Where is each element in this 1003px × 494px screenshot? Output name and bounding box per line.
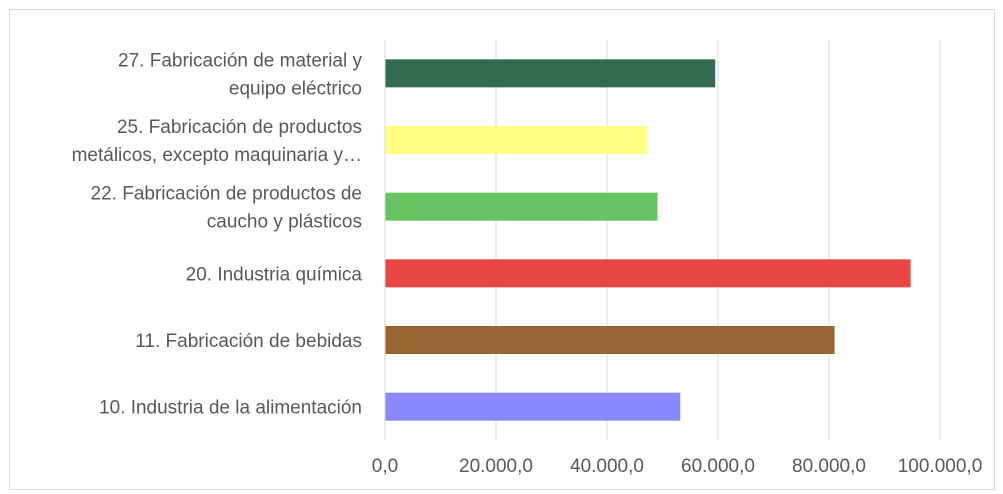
bar [385,59,716,88]
x-tick-label: 0,0 [372,456,398,477]
category-label: 10. Industria de la alimentación [99,398,362,419]
x-tick-label: 20.000,0 [459,456,533,477]
bar [385,326,835,354]
x-tick-label: 80.000,0 [792,456,866,477]
x-tick-label: 40.000,0 [570,456,644,477]
bar [385,192,658,221]
category-label: equipo eléctrico [229,78,362,99]
category-label: metálicos, excepto maquinaria y… [72,145,362,166]
category-label: 20. Industria química [186,264,363,285]
category-label: 11. Fabricación de bebidas [135,331,362,352]
x-tick-label: 100.000,0 [898,456,983,477]
bar [385,259,911,288]
bar [385,392,681,421]
category-label: caucho y plásticos [207,212,362,233]
category-label: 25. Fabricación de productos [117,117,362,138]
category-label: 27. Fabricación de material y [118,50,362,71]
category-label: 22. Fabricación de productos de [91,184,362,205]
x-tick-label: 60.000,0 [681,456,755,477]
bar [385,126,648,154]
